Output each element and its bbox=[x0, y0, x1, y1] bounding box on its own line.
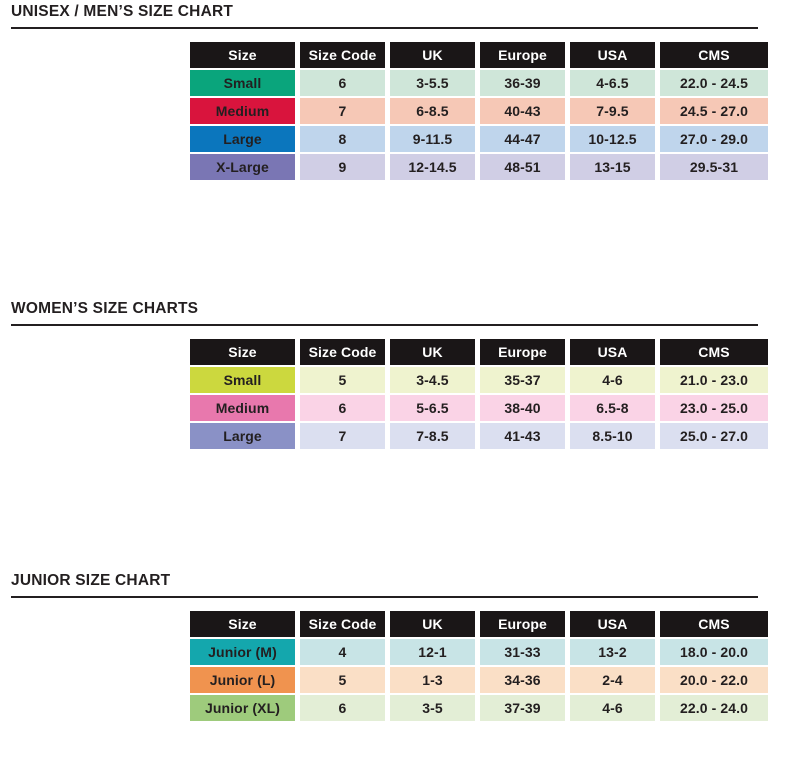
value-cell: 10-12.5 bbox=[570, 126, 655, 152]
section-title: UNISEX / MEN’S SIZE CHART bbox=[11, 3, 234, 20]
section-divider bbox=[11, 596, 758, 598]
column-header: Size Code bbox=[300, 611, 385, 637]
value-cell: 25.0 - 27.0 bbox=[660, 423, 768, 449]
value-cell: 4-6.5 bbox=[570, 70, 655, 96]
value-cell: 4-6 bbox=[570, 695, 655, 721]
column-header: CMS bbox=[660, 42, 768, 68]
value-cell: 22.0 - 24.0 bbox=[660, 695, 768, 721]
value-cell: 36-39 bbox=[480, 70, 565, 96]
column-header: CMS bbox=[660, 339, 768, 365]
size-label-cell: Small bbox=[190, 367, 295, 393]
value-cell: 5 bbox=[300, 367, 385, 393]
value-cell: 7 bbox=[300, 423, 385, 449]
value-cell: 37-39 bbox=[480, 695, 565, 721]
size-label-cell: Large bbox=[190, 423, 295, 449]
value-cell: 7 bbox=[300, 98, 385, 124]
column-header: USA bbox=[570, 339, 655, 365]
column-header: UK bbox=[390, 339, 475, 365]
value-cell: 35-37 bbox=[480, 367, 565, 393]
value-cell: 3-5 bbox=[390, 695, 475, 721]
column-header: UK bbox=[390, 42, 475, 68]
value-cell: 1-3 bbox=[390, 667, 475, 693]
size-table: Size Size Code UK Europe USA CMS Junior (M) 4 12… bbox=[190, 611, 798, 721]
size-label-cell: Large bbox=[190, 126, 295, 152]
column-header: Europe bbox=[480, 339, 565, 365]
value-cell: 3-4.5 bbox=[390, 367, 475, 393]
value-cell: 8 bbox=[300, 126, 385, 152]
value-cell: 4-6 bbox=[570, 367, 655, 393]
value-cell: 6-8.5 bbox=[390, 98, 475, 124]
size-label-cell: Junior (L) bbox=[190, 667, 295, 693]
value-cell: 5 bbox=[300, 667, 385, 693]
size-chart-section: WOMEN’S SIZE CHARTS Size Size Code UK Europ… bbox=[0, 300, 798, 449]
column-header: Size bbox=[190, 339, 295, 365]
value-cell: 4 bbox=[300, 639, 385, 665]
value-cell: 2-4 bbox=[570, 667, 655, 693]
value-cell: 18.0 - 20.0 bbox=[660, 639, 768, 665]
value-cell: 21.0 - 23.0 bbox=[660, 367, 768, 393]
size-chart-section: JUNIOR SIZE CHART Size Size Code UK Europe U… bbox=[0, 572, 798, 721]
column-header: USA bbox=[570, 42, 655, 68]
value-cell: 3-5.5 bbox=[390, 70, 475, 96]
value-cell: 34-36 bbox=[480, 667, 565, 693]
size-chart-section: UNISEX / MEN’S SIZE CHART Size Size Code U… bbox=[0, 0, 798, 180]
value-cell: 9-11.5 bbox=[390, 126, 475, 152]
value-cell: 6.5-8 bbox=[570, 395, 655, 421]
section-divider bbox=[11, 324, 758, 326]
value-cell: 6 bbox=[300, 695, 385, 721]
column-header: Size bbox=[190, 42, 295, 68]
value-cell: 6 bbox=[300, 70, 385, 96]
value-cell: 13-2 bbox=[570, 639, 655, 665]
size-table: Size Size Code UK Europe USA CMS Small 5 3-4.5 35… bbox=[190, 339, 798, 449]
value-cell: 27.0 - 29.0 bbox=[660, 126, 768, 152]
value-cell: 31-33 bbox=[480, 639, 565, 665]
value-cell: 9 bbox=[300, 154, 385, 180]
column-header: Europe bbox=[480, 42, 565, 68]
value-cell: 8.5-10 bbox=[570, 423, 655, 449]
value-cell: 48-51 bbox=[480, 154, 565, 180]
value-cell: 6 bbox=[300, 395, 385, 421]
size-label-cell: Junior (M) bbox=[190, 639, 295, 665]
value-cell: 7-9.5 bbox=[570, 98, 655, 124]
value-cell: 40-43 bbox=[480, 98, 565, 124]
value-cell: 41-43 bbox=[480, 423, 565, 449]
value-cell: 23.0 - 25.0 bbox=[660, 395, 768, 421]
value-cell: 29.5-31 bbox=[660, 154, 768, 180]
column-header: Europe bbox=[480, 611, 565, 637]
size-charts-page: UNISEX / MEN’S SIZE CHART Size Size Code U… bbox=[0, 0, 798, 721]
section-title: JUNIOR SIZE CHART bbox=[11, 572, 171, 589]
column-header: CMS bbox=[660, 611, 768, 637]
size-label-cell: Junior (XL) bbox=[190, 695, 295, 721]
section-divider bbox=[11, 27, 758, 29]
value-cell: 7-8.5 bbox=[390, 423, 475, 449]
value-cell: 22.0 - 24.5 bbox=[660, 70, 768, 96]
column-header: Size Code bbox=[300, 339, 385, 365]
size-label-cell: Medium bbox=[190, 98, 295, 124]
size-label-cell: Medium bbox=[190, 395, 295, 421]
size-label-cell: Small bbox=[190, 70, 295, 96]
value-cell: 20.0 - 22.0 bbox=[660, 667, 768, 693]
value-cell: 24.5 - 27.0 bbox=[660, 98, 768, 124]
value-cell: 12-1 bbox=[390, 639, 475, 665]
column-header: Size Code bbox=[300, 42, 385, 68]
size-label-cell: X-Large bbox=[190, 154, 295, 180]
size-table: Size Size Code UK Europe USA CMS Small 6 3-5.5 36… bbox=[190, 42, 798, 180]
value-cell: 12-14.5 bbox=[390, 154, 475, 180]
value-cell: 44-47 bbox=[480, 126, 565, 152]
value-cell: 13-15 bbox=[570, 154, 655, 180]
value-cell: 38-40 bbox=[480, 395, 565, 421]
section-title: WOMEN’S SIZE CHARTS bbox=[11, 300, 199, 317]
value-cell: 5-6.5 bbox=[390, 395, 475, 421]
column-header: USA bbox=[570, 611, 655, 637]
column-header: Size bbox=[190, 611, 295, 637]
column-header: UK bbox=[390, 611, 475, 637]
